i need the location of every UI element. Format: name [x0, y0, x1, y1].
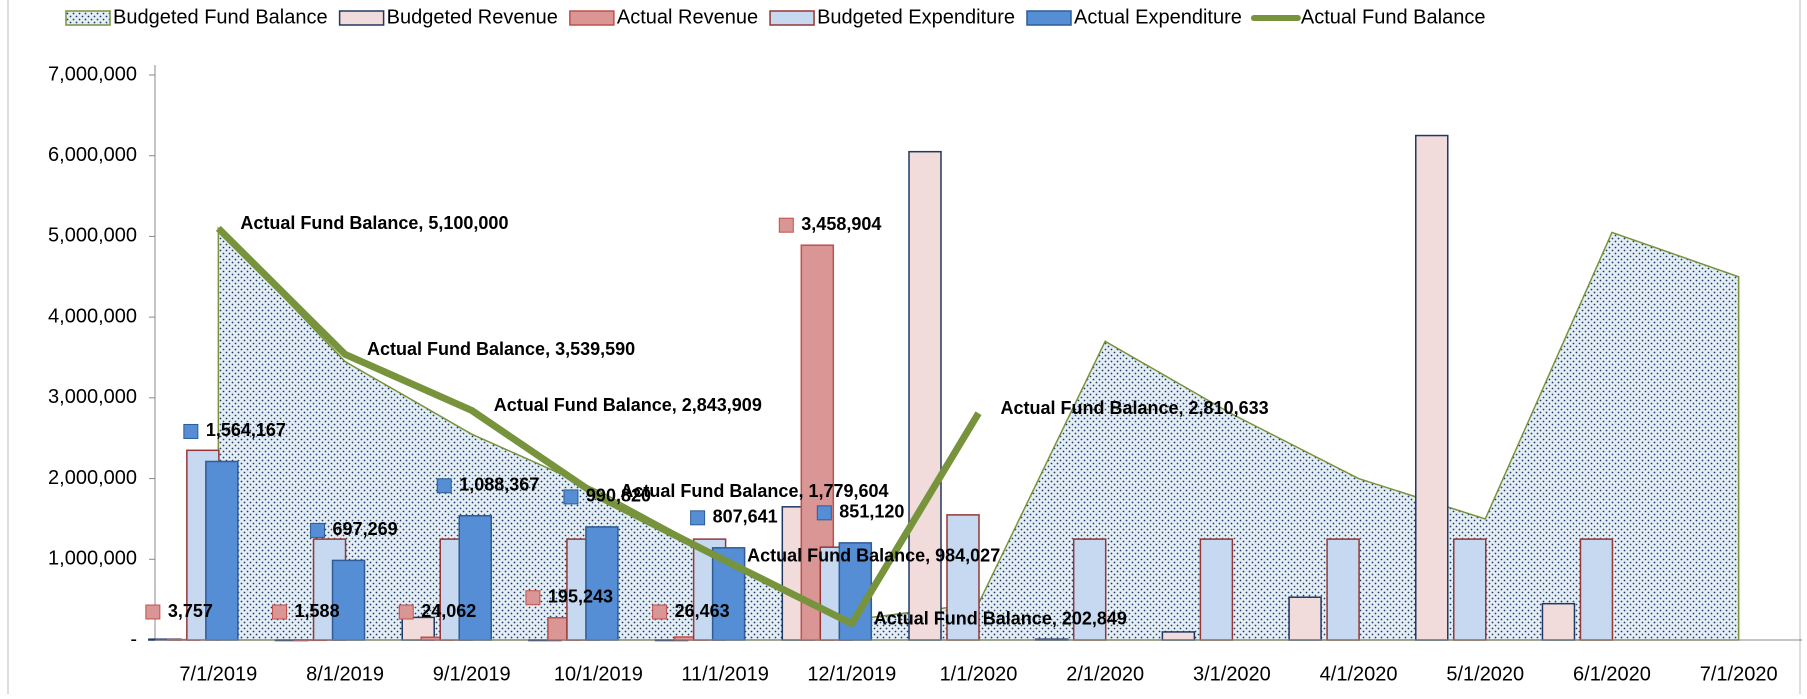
legend-label: Actual Expenditure [1074, 6, 1242, 28]
y-tick-label: 5,000,000 [48, 225, 137, 247]
x-tick-label: 6/1/2020 [1573, 663, 1651, 685]
legend-key [769, 10, 815, 26]
label-key [272, 604, 288, 620]
legend-label: Actual Fund Balance [1301, 6, 1486, 28]
line [215, 225, 982, 628]
bar [908, 150, 942, 641]
label-key [398, 604, 414, 620]
x-tick-label: 11/1/2019 [681, 663, 769, 685]
data-label: 26,463 [675, 601, 730, 621]
label-key [310, 522, 326, 538]
data-label: 3,757 [168, 601, 213, 621]
data-label: 1,088,367 [459, 475, 539, 495]
legend-label: Budgeted Revenue [387, 6, 558, 28]
x-tick-label: 5/1/2020 [1446, 663, 1524, 685]
label-key [690, 510, 706, 526]
data-label: 990,820 [586, 486, 651, 506]
data-label: Actual Fund Balance, 3,539,590 [367, 339, 635, 359]
bar [1415, 134, 1449, 641]
legend-label: Actual Revenue [617, 6, 758, 28]
data-label: 851,120 [839, 502, 904, 522]
bar [1288, 596, 1322, 641]
x-tick-label: 8/1/2019 [306, 663, 384, 685]
y-tick-label: - [130, 628, 137, 650]
bar [585, 526, 619, 641]
y-tick-label: 6,000,000 [48, 144, 137, 166]
y-tick-label: 3,000,000 [48, 386, 137, 408]
bar [1579, 538, 1614, 641]
legend-key [1026, 10, 1072, 26]
bar [1326, 538, 1360, 641]
bar [1541, 602, 1576, 641]
label-key [436, 478, 452, 494]
bar [1199, 538, 1234, 641]
label-key [145, 604, 161, 620]
label-key [816, 505, 832, 521]
bar [1161, 631, 1196, 641]
legend-label: Budgeted Fund Balance [113, 6, 328, 28]
x-tick-label: 7/1/2019 [179, 663, 257, 685]
bar [458, 515, 492, 641]
data-label: 697,269 [333, 519, 398, 539]
data-label: 807,641 [713, 507, 778, 527]
x-tick-label: 4/1/2020 [1320, 663, 1398, 685]
y-tick-label: 4,000,000 [48, 305, 137, 327]
x-tick-label: 9/1/2019 [433, 663, 511, 685]
data-label: 1,588 [295, 601, 340, 621]
data-label: Actual Fund Balance, 202,849 [874, 608, 1127, 628]
x-tick-label: 3/1/2020 [1193, 663, 1271, 685]
legend-label: Budgeted Expenditure [817, 6, 1015, 28]
legend-key [338, 10, 385, 26]
label-key [525, 590, 541, 606]
bar [205, 460, 239, 641]
y-tick-label: 2,000,000 [48, 467, 137, 489]
y-tick-label: 1,000,000 [48, 548, 137, 570]
label-key [563, 489, 579, 505]
data-label: 1,564,167 [206, 420, 286, 440]
legend-key [65, 10, 111, 26]
x-tick-label: 7/1/2020 [1700, 663, 1778, 685]
x-tick-label: 2/1/2020 [1066, 663, 1144, 685]
y-tick-label: 7,000,000 [48, 63, 137, 85]
data-label: 195,243 [548, 586, 613, 606]
label-key [652, 604, 668, 620]
data-label: Actual Fund Balance, 984,027 [747, 545, 1000, 565]
data-label: Actual Fund Balance, 2,843,909 [494, 395, 762, 415]
data-label: 3,458,904 [801, 214, 881, 234]
x-tick-label: 1/1/2020 [940, 663, 1018, 685]
data-label: 24,062 [421, 601, 476, 621]
x-tick-label: 10/1/2019 [554, 663, 643, 685]
label-key [183, 423, 199, 439]
x-tick-label: 12/1/2019 [807, 663, 896, 685]
bar [331, 559, 366, 641]
bar [1453, 538, 1487, 641]
data-label: Actual Fund Balance, 1,779,604 [620, 481, 888, 501]
label-key [778, 217, 794, 233]
data-label: Actual Fund Balance, 2,810,633 [1001, 398, 1269, 418]
data-label: Actual Fund Balance, 5,100,000 [240, 213, 508, 233]
legend-key [569, 10, 615, 26]
